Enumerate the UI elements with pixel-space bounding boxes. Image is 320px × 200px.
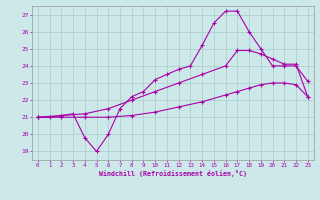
X-axis label: Windchill (Refroidissement éolien,°C): Windchill (Refroidissement éolien,°C) xyxy=(99,170,247,177)
